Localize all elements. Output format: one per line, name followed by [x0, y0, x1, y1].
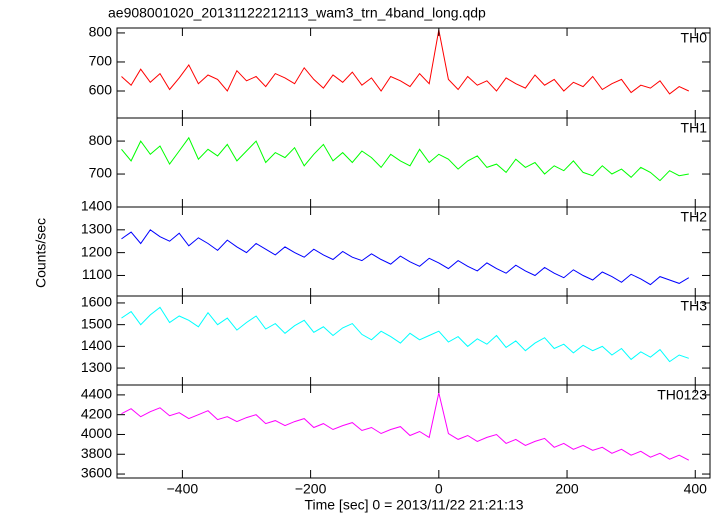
data-line — [121, 306, 689, 363]
x-tick-label: 400 — [684, 481, 708, 497]
x-tick-label: 200 — [555, 481, 579, 497]
y-tick-label: 1400 — [81, 337, 112, 353]
y-tick-label: 1300 — [81, 359, 112, 375]
y-axis-label: Counts/sec — [33, 218, 49, 288]
y-tick-label: 3800 — [81, 445, 112, 461]
data-line — [121, 392, 690, 461]
panel-frame — [116, 206, 711, 297]
y-tick-label: 700 — [89, 53, 113, 69]
y-tick-label: 1500 — [81, 315, 112, 331]
panel-frame — [116, 295, 711, 386]
panel-frame — [116, 27, 711, 119]
data-line — [121, 136, 689, 182]
panel-frame — [116, 384, 711, 479]
y-tick-label: 4200 — [81, 405, 112, 421]
x-tick-label: −400 — [167, 481, 199, 497]
y-tick-label: 4400 — [81, 386, 112, 402]
y-tick-label: 1600 — [81, 294, 112, 310]
y-tick-label: 3600 — [81, 465, 112, 481]
x-tick-label: 0 — [435, 481, 443, 497]
panel-label: TH0 — [681, 30, 708, 46]
y-tick-label: 800 — [89, 132, 113, 148]
data-line — [121, 29, 690, 95]
y-tick-label: 1200 — [81, 243, 112, 259]
y-tick-label: 800 — [89, 24, 113, 40]
x-tick-label: −200 — [295, 481, 327, 497]
y-tick-label: 1300 — [81, 221, 112, 237]
panel-label: TH2 — [681, 209, 708, 225]
y-tick-label: 4000 — [81, 425, 112, 441]
y-tick-label: 1100 — [82, 266, 112, 282]
panel-label: TH0123 — [657, 387, 707, 403]
x-axis-label: Time [sec] 0 = 2013/11/22 21:21:13 — [304, 497, 523, 513]
y-tick-label: 700 — [89, 165, 113, 181]
y-tick-label: 600 — [89, 82, 113, 98]
panel-label: TH1 — [681, 120, 708, 136]
chart-title: ae908001020_20131122212113_wam3_trn_4ban… — [108, 5, 486, 21]
data-line — [121, 229, 690, 286]
panel-frame — [116, 117, 711, 208]
panel-label: TH3 — [681, 298, 708, 314]
y-tick-label: 1400 — [81, 198, 112, 214]
